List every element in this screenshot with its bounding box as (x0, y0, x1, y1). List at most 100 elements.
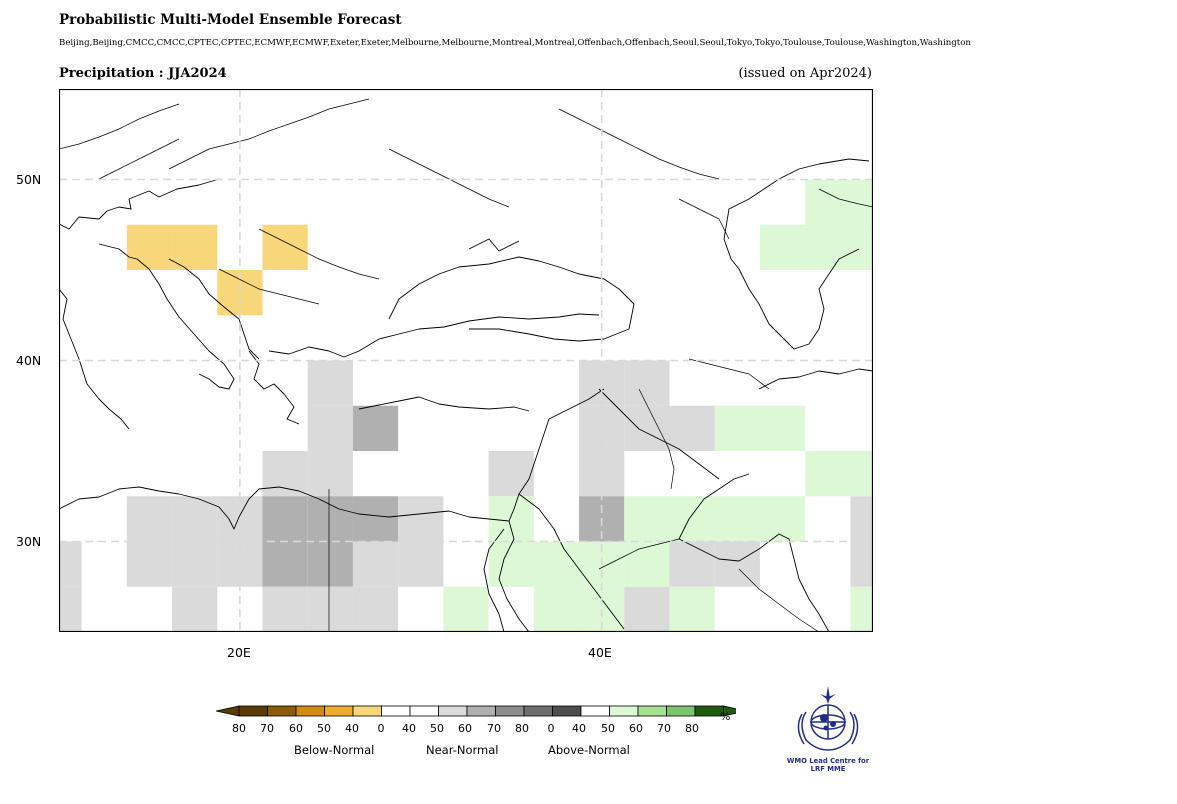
colorbar-unit: % (720, 710, 731, 723)
grid-cell-above-40 (669, 586, 715, 632)
grid-cell-above-40 (714, 496, 760, 542)
colorbar-swatch (409, 705, 439, 717)
lat-label-50n: 50N (16, 172, 42, 187)
colorbar-swatch (352, 705, 382, 717)
colorbar-swatch (666, 705, 696, 717)
logo-caption-line1: WMO Lead Centre for (786, 757, 870, 765)
colorbar-tick-label: 80 (515, 722, 529, 735)
grid-cell-above-40 (533, 541, 580, 587)
colorbar-tick-label: 50 (317, 722, 331, 735)
grid-cell-above-40 (443, 586, 489, 632)
grid-cell-near-40 (172, 496, 218, 542)
grid-cell-near-40 (307, 360, 353, 406)
colorbar-swatch (238, 705, 268, 717)
lat-label-30n: 30N (16, 534, 42, 549)
grid-cell-above-40 (759, 496, 806, 542)
grid-cell-near-40 (352, 541, 399, 587)
colorbar-swatch (523, 705, 553, 717)
category-above-normal: Above-Normal (548, 743, 630, 757)
grid-cell-near-50 (262, 541, 308, 587)
category-near-normal: Near-Normal (426, 743, 499, 757)
colorbar-tick-label: 0 (547, 722, 555, 735)
graticule (59, 89, 873, 632)
grid-cell-near-40 (172, 541, 218, 587)
logo-caption: WMO Lead Centre for LRF MME (782, 757, 874, 773)
grid-cell-near-40 (307, 586, 353, 632)
grid-cell-near-40 (669, 541, 715, 587)
colorbar-tick-label: 60 (289, 722, 303, 735)
colorbar-swatch (267, 705, 297, 717)
grid-cell-near-40 (262, 586, 308, 632)
colorbar-swatch (295, 705, 325, 717)
grid-cell-near-40 (850, 496, 873, 542)
colorbar-tick-label: 80 (232, 722, 246, 735)
probability-cells (59, 179, 873, 632)
grid-cell-above-40 (850, 451, 873, 497)
grid-cell-near-40 (352, 586, 399, 632)
grid-cell-near-40 (307, 405, 353, 451)
grid-cell-near-40 (172, 586, 218, 632)
grid-cell-near-40 (624, 360, 670, 406)
colorbar-tick-label: 70 (487, 722, 501, 735)
colorbar-tick-label: 0 (377, 722, 385, 735)
colorbar-tick-label: 70 (260, 722, 274, 735)
map-title: Probabilistic Multi-Model Ensemble Forec… (59, 12, 402, 28)
forecast-map (59, 89, 873, 632)
grid-cell-near-50 (307, 496, 353, 542)
colorbar-extend-right (723, 705, 736, 717)
grid-cell-near-50 (307, 541, 353, 587)
grid-cell-below-40 (126, 224, 173, 270)
colorbar-swatch (495, 705, 525, 717)
lon-label-20e: 20E (227, 645, 251, 660)
coastlines (59, 98, 873, 632)
colorbar-tick-label: 60 (629, 722, 643, 735)
logo-caption-line2: LRF MME (810, 765, 846, 773)
colorbar-swatch (381, 705, 411, 717)
map-subtitle: Precipitation : JJA2024 (59, 66, 227, 81)
map-frame (59, 89, 873, 632)
grid-cell-near-40 (59, 541, 82, 587)
grid-cell-above-40 (850, 586, 873, 632)
grid-cell-near-50 (352, 405, 399, 451)
colorbar-swatch (609, 705, 639, 717)
wmo-emblem-icon (797, 686, 859, 751)
grid-cell-near-40 (398, 496, 444, 542)
colorbar-tick-label: 50 (601, 722, 615, 735)
grid-cell-near-50 (352, 496, 399, 542)
model-list: Beijing,Beijing,CMCC,CMCC,CPTEC,CPTEC,EC… (59, 38, 971, 48)
colorbar-tick-label: 40 (572, 722, 586, 735)
lon-label-40e: 40E (588, 645, 612, 660)
grid-cell-near-40 (624, 586, 670, 632)
grid-cell-near-40 (262, 451, 308, 497)
grid-cell-below-40 (262, 224, 308, 270)
colorbar-swatch (438, 705, 468, 717)
grid-cell-near-40 (126, 541, 173, 587)
grid-cell-above-40 (714, 405, 760, 451)
colorbar-swatch (324, 705, 354, 717)
grid-cell-near-40 (624, 405, 670, 451)
grid-cell-near-40 (669, 405, 715, 451)
grid-cell-below-40 (172, 224, 218, 270)
grid-cell-near-40 (126, 496, 173, 542)
colorbar-tick-label: 50 (430, 722, 444, 735)
colorbar-tick-label: 60 (458, 722, 472, 735)
grid-cell-above-40 (624, 496, 670, 542)
colorbar-tick-label: 80 (685, 722, 699, 735)
lat-label-40n: 40N (16, 353, 42, 368)
grid-cell-above-40 (759, 405, 806, 451)
grid-cell-above-40 (805, 451, 851, 497)
grid-cell-near-40 (488, 451, 534, 497)
colorbar-tick-label: 40 (345, 722, 359, 735)
colorbar-extend-left (216, 705, 240, 717)
colorbar-tick-label: 70 (657, 722, 671, 735)
category-below-normal: Below-Normal (294, 743, 375, 757)
colorbar-swatch (466, 705, 496, 717)
grid-cell-above-40 (488, 541, 534, 587)
grid-cell-above-40 (850, 224, 873, 270)
grid-cell-above-40 (850, 179, 873, 225)
colorbar-swatch (552, 705, 582, 717)
colorbar-swatch (637, 705, 667, 717)
grid-cell-near-40 (398, 541, 444, 587)
grid-cell-above-40 (805, 224, 851, 270)
issue-date: (issued on Apr2024) (738, 66, 872, 81)
